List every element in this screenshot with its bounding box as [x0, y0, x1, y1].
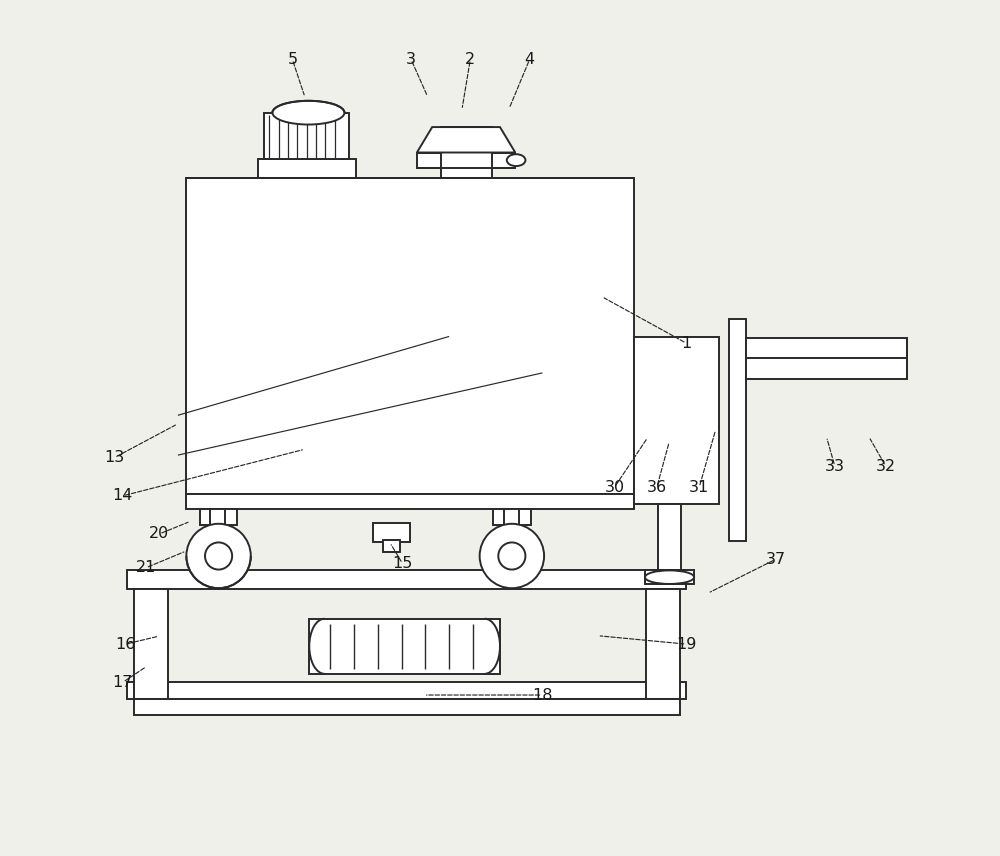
- Bar: [186, 178, 634, 494]
- Bar: [373, 523, 410, 542]
- Bar: [493, 509, 531, 525]
- Text: 37: 37: [765, 552, 786, 567]
- Text: 2: 2: [465, 51, 475, 67]
- Circle shape: [186, 524, 251, 588]
- Bar: [200, 509, 237, 525]
- Bar: [186, 494, 634, 509]
- Text: 19: 19: [676, 637, 697, 651]
- Bar: [634, 337, 719, 504]
- Ellipse shape: [272, 101, 344, 124]
- Text: 33: 33: [825, 459, 845, 473]
- Text: 36: 36: [647, 480, 667, 495]
- Text: 14: 14: [113, 488, 133, 503]
- Circle shape: [205, 543, 232, 569]
- Text: 30: 30: [604, 480, 624, 495]
- Circle shape: [498, 543, 525, 569]
- Text: 4: 4: [525, 51, 535, 67]
- Text: 16: 16: [115, 637, 136, 651]
- Ellipse shape: [645, 570, 694, 584]
- Circle shape: [480, 524, 544, 588]
- Text: 18: 18: [532, 687, 553, 703]
- Bar: [309, 619, 500, 674]
- Bar: [729, 318, 746, 541]
- Bar: [383, 540, 400, 552]
- Bar: [645, 570, 694, 584]
- Bar: [134, 699, 680, 715]
- Bar: [127, 682, 686, 699]
- Bar: [646, 589, 680, 699]
- Bar: [746, 338, 907, 379]
- Text: 17: 17: [113, 675, 133, 690]
- Text: 32: 32: [876, 459, 896, 473]
- Bar: [441, 127, 492, 178]
- Bar: [264, 113, 349, 159]
- Text: 31: 31: [689, 480, 709, 495]
- Bar: [127, 570, 686, 589]
- Ellipse shape: [507, 154, 525, 166]
- Text: 20: 20: [149, 526, 169, 542]
- Text: 3: 3: [406, 51, 416, 67]
- Polygon shape: [417, 127, 515, 152]
- Text: 15: 15: [392, 556, 413, 571]
- Bar: [258, 159, 356, 178]
- Text: 1: 1: [681, 336, 692, 351]
- Bar: [417, 152, 515, 168]
- Text: 5: 5: [287, 51, 297, 67]
- Bar: [134, 589, 168, 699]
- Bar: [658, 504, 681, 570]
- Text: 13: 13: [104, 450, 124, 465]
- Text: 21: 21: [135, 561, 156, 575]
